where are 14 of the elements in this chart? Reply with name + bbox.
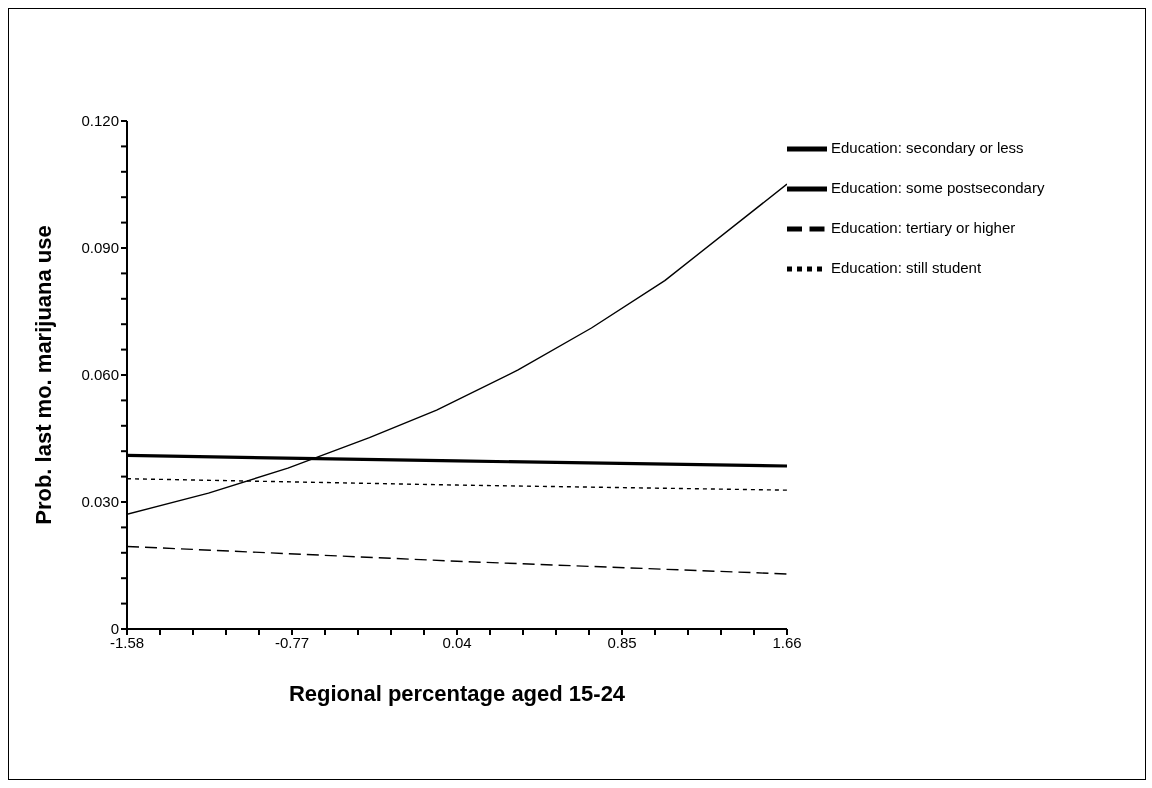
- x-tick-label: 0.04: [442, 633, 472, 651]
- legend-label: Education: still student: [831, 258, 982, 276]
- x-tick-label: -0.77: [274, 633, 310, 651]
- y-axis-title: Prob. last mo. marijuana use: [30, 225, 56, 525]
- x-axis-title: Regional percentage aged 15-24: [288, 681, 626, 706]
- y-tick-label: 0.030: [81, 493, 119, 511]
- legend-label: Education: some postsecondary: [831, 178, 1045, 196]
- x-tick-label: 0.85: [607, 633, 637, 651]
- y-tick-label: 0.060: [81, 366, 119, 384]
- legend-label: Education: secondary or less: [831, 138, 1024, 156]
- y-tick-label: 0.120: [81, 112, 119, 130]
- y-tick-label: 0.090: [81, 239, 119, 257]
- legend-label: Education: tertiary or higher: [831, 218, 1016, 236]
- x-tick-label: 1.66: [772, 633, 802, 651]
